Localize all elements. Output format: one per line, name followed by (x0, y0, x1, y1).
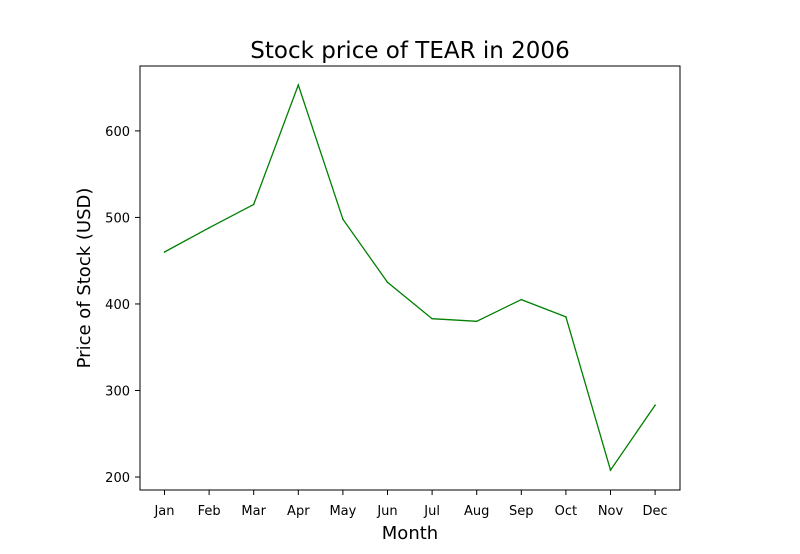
y-tick-label: 200 (105, 471, 130, 486)
x-tick-label: Nov (598, 504, 624, 519)
data-point (297, 84, 300, 86)
data-point (475, 320, 478, 323)
series-line (164, 83, 656, 472)
x-tick-label: May (329, 504, 356, 519)
y-axis: 200 300 400 500 600 (105, 125, 140, 486)
x-tick-label: Sep (509, 504, 534, 519)
x-tick-label: Dec (643, 504, 668, 519)
x-axis-label: Month (382, 523, 438, 544)
data-point (609, 469, 612, 471)
data-point (252, 203, 255, 206)
x-tick-label: Mar (241, 504, 266, 519)
data-point (654, 404, 656, 407)
data-point (342, 218, 344, 220)
x-tick-label: Jun (376, 504, 397, 519)
x-tick-label: Feb (198, 504, 221, 519)
x-tick-label: Jul (423, 504, 440, 519)
data-point (208, 227, 210, 229)
y-tick-label: 600 (105, 125, 130, 140)
y-tick-label: 300 (105, 384, 130, 399)
plot-frame (139, 65, 681, 491)
series-layer (163, 83, 656, 472)
y-tick-label: 400 (105, 298, 130, 313)
x-tick-label: Oct (555, 504, 577, 519)
y-axis-label: Price of Stock (USD) (74, 188, 95, 369)
data-point (565, 316, 567, 318)
data-point (520, 298, 523, 301)
data-point (163, 251, 166, 253)
x-tick-label: Jan (153, 504, 174, 519)
chart-title: Stock price of TEAR in 2006 (250, 38, 569, 64)
data-point (386, 281, 389, 284)
x-tick-label: Aug (464, 504, 489, 519)
x-axis: Jan Feb Mar Apr May Jun Jul Aug Sep Oct Nov Dec (153, 490, 668, 519)
y-tick-label: 500 (105, 211, 130, 226)
data-point (431, 317, 433, 320)
x-tick-label: Apr (287, 504, 310, 519)
